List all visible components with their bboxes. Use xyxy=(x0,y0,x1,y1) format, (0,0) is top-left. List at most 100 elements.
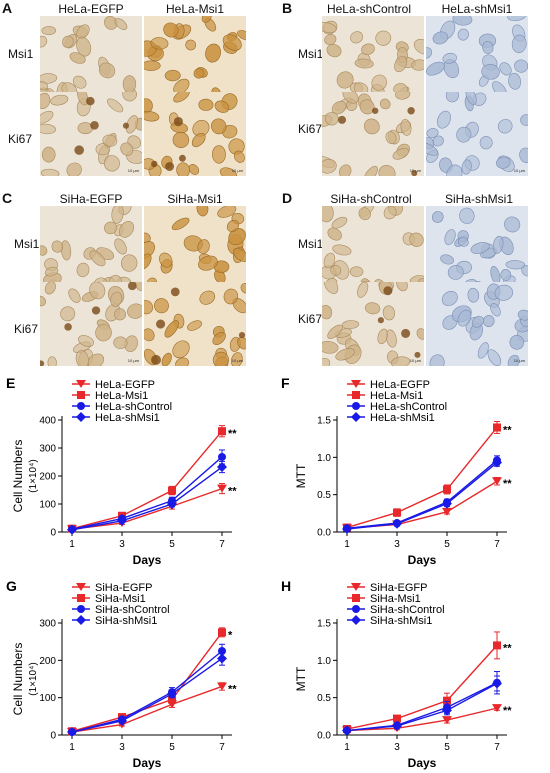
legend-entry: SiHa-EGFP xyxy=(72,582,152,594)
series-line xyxy=(346,462,498,530)
series-siha-shmsi1 xyxy=(67,651,227,738)
series-hela-shmsi1 xyxy=(67,460,227,535)
y-tick-label: 100 xyxy=(39,500,56,511)
data-point-marker xyxy=(352,594,360,602)
y-axis-label: MTT xyxy=(294,463,308,488)
data-point-marker xyxy=(342,725,352,736)
series-line xyxy=(71,456,223,530)
panel-letter-b: B xyxy=(282,0,293,16)
data-point-marker xyxy=(218,427,226,436)
significance-annotation: ** xyxy=(503,705,512,717)
legend-label: HeLa-EGFP xyxy=(370,379,430,391)
legend-entry: HeLa-shMsi1 xyxy=(72,412,160,424)
y-tick-label: 200 xyxy=(39,472,56,483)
micrograph-tile: 10 μm xyxy=(40,16,142,100)
x-tick-label: 1 xyxy=(344,742,350,753)
chart-e: E 0 100 200 300 400 1 3 5 7 Days Cell Numbers (1×10⁴… xyxy=(6,375,237,567)
series-line xyxy=(71,631,223,732)
data-point-marker xyxy=(217,653,227,664)
micrograph-tile: 10 μm xyxy=(322,282,424,366)
y-tick-label: 200 xyxy=(39,656,56,667)
significance-annotation: ** xyxy=(503,478,512,490)
row-label-msi1: Msi1 xyxy=(298,237,324,251)
scale-bar-label: 10 μm xyxy=(513,168,525,173)
y-axis-label: Cell Numbers xyxy=(11,440,25,513)
series-siha-shmsi1 xyxy=(342,675,502,736)
x-tick-label: 5 xyxy=(444,742,450,753)
data-point-marker xyxy=(351,583,361,591)
series-siha-msi1 xyxy=(68,627,226,736)
x-tick-label: 1 xyxy=(69,539,75,550)
micrograph-tile: 10 μm xyxy=(40,206,142,290)
data-point-marker xyxy=(492,678,502,689)
y-axis-unit: (1×10⁴) xyxy=(28,662,39,695)
data-point-marker xyxy=(77,594,85,602)
column-label-1: HeLa-EGFP xyxy=(58,2,124,16)
legend-label: HeLa-Msi1 xyxy=(95,390,148,402)
chart-h: H 0.0 0.5 1.0 1.5 1 3 5 7 Days MTT SiHa-EGFPSiHa-Ms… xyxy=(281,578,512,770)
x-tick-label: 3 xyxy=(119,742,125,753)
legend-entry: HeLa-Msi1 xyxy=(347,390,423,402)
legend-entry: SiHa-Msi1 xyxy=(347,593,421,605)
column-label-2: HeLa-Msi1 xyxy=(165,2,225,16)
legend-label: SiHa-shControl xyxy=(95,604,170,616)
y-tick-label: 400 xyxy=(39,416,56,427)
micrograph-tile: 10 μm xyxy=(144,206,246,290)
legend-entry: HeLa-EGFP xyxy=(347,379,430,391)
scale-bar-label: 10 μm xyxy=(127,168,139,173)
micrograph-tile: 10 μm xyxy=(144,282,246,366)
micrograph-tile: 10 μm xyxy=(40,92,142,176)
data-point-marker xyxy=(76,412,86,422)
legend-label: SiHa-Msi1 xyxy=(95,593,146,605)
panel-letter-d: D xyxy=(282,190,293,206)
data-point-marker xyxy=(493,423,501,432)
data-point-marker xyxy=(77,605,85,613)
row-label-msi1: Msi1 xyxy=(14,237,40,251)
legend-entry: SiHa-shMsi1 xyxy=(72,615,157,627)
panel-letter-c: C xyxy=(2,190,13,206)
series-line xyxy=(346,682,498,732)
micrograph-tile: 10 μm xyxy=(426,282,528,366)
y-axis-label: MTT xyxy=(294,666,308,691)
data-point-marker xyxy=(393,714,401,723)
panel-letter: E xyxy=(6,375,15,391)
legend-entry: HeLa-shControl xyxy=(72,401,172,413)
series-hela-egfp xyxy=(342,476,502,533)
x-tick-label: 5 xyxy=(169,742,175,753)
data-point-marker xyxy=(392,518,402,529)
scale-bar-label: 10 μm xyxy=(409,358,421,363)
data-point-marker xyxy=(76,380,86,388)
y-tick-label: 0.5 xyxy=(317,490,331,501)
series-hela-shmsi1 xyxy=(342,457,502,535)
legend-label: HeLa-EGFP xyxy=(95,379,155,391)
x-tick-label: 7 xyxy=(494,539,500,550)
x-tick-label: 3 xyxy=(394,742,400,753)
series-line xyxy=(346,682,498,732)
micrograph-panel-b: HeLa-shControl HeLa-shMsi1 Msi1 Ki67 10 … xyxy=(278,2,540,177)
data-point-marker xyxy=(442,498,452,509)
row-label-ki67: Ki67 xyxy=(298,122,323,136)
column-label-2: SiHa-shMsi1 xyxy=(444,192,513,206)
legend-entry: SiHa-shControl xyxy=(72,604,170,616)
legend-entry: SiHa-shControl xyxy=(347,604,445,616)
data-point-marker xyxy=(168,486,176,495)
column-label-1: SiHa-shControl xyxy=(330,192,412,206)
series-line xyxy=(346,459,498,529)
y-axis-unit: (1×10⁴) xyxy=(28,459,39,492)
micrograph-panel-c: SiHa-EGFP SiHa-Msi1 Msi1 Ki67 10 μm 10 μ… xyxy=(0,192,262,367)
data-point-marker xyxy=(167,499,177,509)
micrograph-tile: 10 μm xyxy=(426,92,528,176)
column-label-1: HeLa-shControl xyxy=(326,2,412,16)
row-label-ki67: Ki67 xyxy=(14,322,39,336)
x-tick-label: 3 xyxy=(394,539,400,550)
y-tick-label: 0.5 xyxy=(317,693,331,704)
micrograph-tile: 10 μm xyxy=(144,16,246,100)
significance-annotation: ** xyxy=(503,424,512,436)
data-point-marker xyxy=(76,583,86,591)
y-tick-label: 100 xyxy=(39,693,56,704)
data-point-marker xyxy=(77,402,85,410)
row-label-ki67: Ki67 xyxy=(298,312,323,326)
data-point-marker xyxy=(442,716,452,725)
x-axis-label: Days xyxy=(133,756,162,770)
series-line xyxy=(71,657,223,733)
